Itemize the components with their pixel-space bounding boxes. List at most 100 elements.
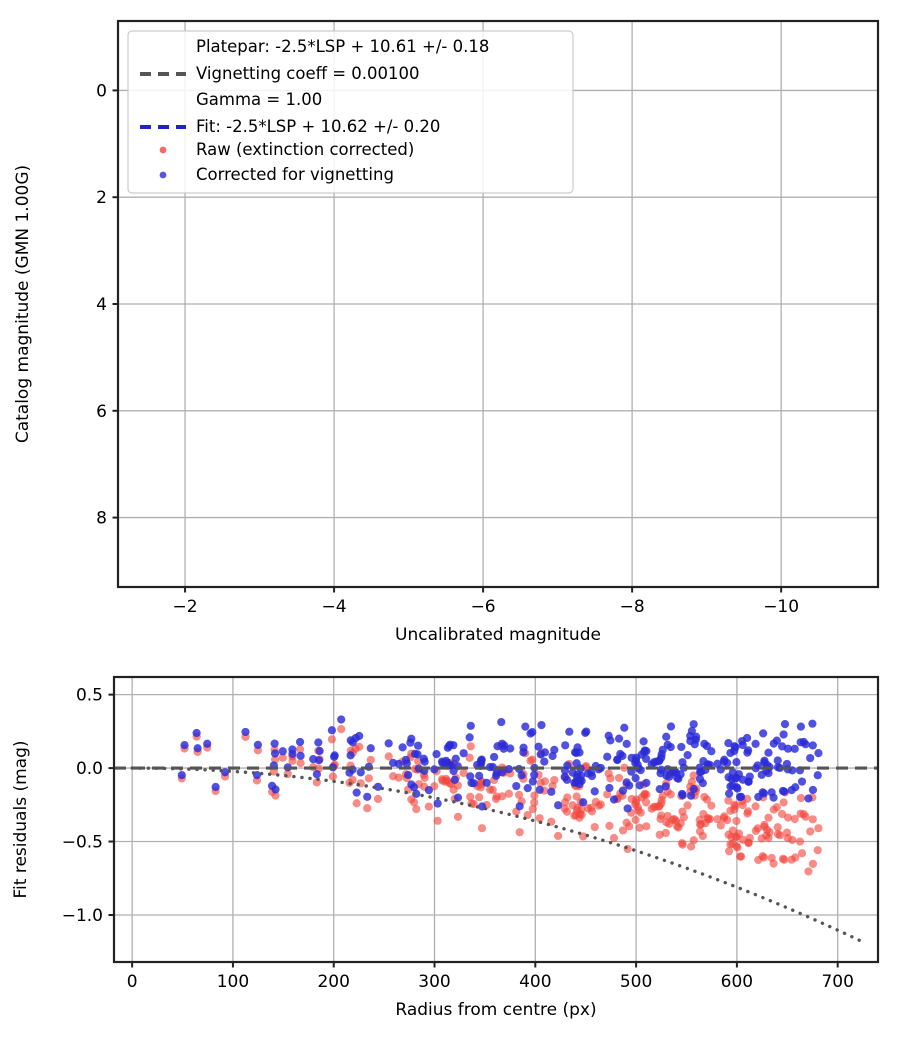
data-point-corrected	[424, 786, 433, 795]
data-point-raw	[327, 735, 337, 744]
data-point-corrected	[590, 787, 599, 796]
data-point-corrected	[764, 748, 773, 757]
data-point-corrected	[671, 768, 681, 777]
data-point-corrected	[724, 739, 733, 748]
legend-item: Platepar: -2.5*LSP + 10.61 +/- 0.18	[196, 37, 489, 56]
data-point-raw	[678, 807, 687, 816]
data-point-raw	[661, 828, 670, 838]
data-point-corrected	[401, 755, 410, 764]
bottom-panel-frame	[112, 675, 880, 964]
data-point-corrected	[613, 755, 622, 764]
data-point-corrected	[777, 742, 787, 751]
legend-item: Vignetting coeff = 0.00100	[140, 64, 420, 83]
y-tick-label: 6	[96, 402, 107, 422]
data-point-corrected	[459, 749, 468, 758]
data-point-corrected	[466, 721, 475, 730]
data-point-corrected	[561, 741, 570, 750]
y-tick-label: −0.5	[62, 833, 103, 853]
data-point-raw	[433, 816, 442, 825]
data-point-corrected	[193, 744, 202, 753]
legend-dot-swatch	[159, 146, 167, 154]
data-point-raw	[466, 742, 475, 751]
data-point-raw	[640, 789, 649, 798]
data-point-raw	[689, 836, 698, 845]
data-point-corrected	[661, 782, 670, 791]
x-tick-label: 400	[519, 972, 551, 992]
data-point-corrected	[642, 778, 651, 787]
data-point-corrected	[220, 768, 230, 777]
data-point-raw	[515, 828, 524, 837]
data-point-corrected	[330, 752, 339, 761]
data-point-corrected	[622, 739, 631, 748]
data-point-corrected	[253, 740, 263, 749]
data-point-corrected	[769, 739, 778, 748]
data-point-corrected	[315, 746, 324, 756]
data-point-raw	[528, 755, 537, 764]
data-point-corrected	[563, 761, 572, 770]
legend-item: Raw (extinction corrected)	[159, 140, 414, 159]
data-point-raw	[804, 867, 813, 876]
data-point-corrected	[450, 775, 459, 784]
data-point-corrected	[640, 746, 649, 755]
data-point-raw	[731, 801, 740, 811]
data-point-raw	[388, 772, 398, 781]
data-point-raw	[295, 745, 305, 754]
data-point-raw	[530, 798, 539, 807]
data-point-corrected	[499, 744, 508, 753]
data-point-raw	[535, 814, 544, 823]
data-point-raw	[769, 805, 778, 814]
data-point-corrected	[554, 801, 563, 810]
legend-item-label: Raw (extinction corrected)	[196, 140, 414, 159]
data-point-corrected	[482, 778, 491, 787]
data-point-raw	[689, 771, 698, 780]
data-point-corrected	[742, 733, 752, 743]
data-point-raw	[678, 840, 687, 849]
data-point-raw	[642, 822, 651, 831]
x-tick-label: 100	[217, 972, 249, 992]
data-point-raw	[642, 798, 651, 807]
data-point-corrected	[356, 768, 365, 777]
x-tick-label: 200	[317, 972, 349, 992]
data-point-raw	[384, 752, 393, 761]
data-point-raw	[337, 725, 346, 734]
data-point-raw	[763, 825, 772, 834]
data-point-raw	[424, 802, 433, 811]
data-point-raw	[296, 759, 305, 768]
data-point-raw	[606, 774, 615, 783]
data-point-corrected	[806, 753, 815, 763]
data-point-corrected	[623, 804, 632, 813]
data-point-corrected	[603, 752, 612, 761]
x-tick-label: 500	[620, 972, 652, 992]
data-point-corrected	[535, 785, 544, 794]
data-point-raw	[702, 795, 712, 804]
data-point-corrected	[523, 784, 532, 793]
data-point-raw	[704, 815, 713, 824]
data-point-corrected	[606, 736, 615, 745]
data-point-raw	[783, 834, 792, 843]
data-point-corrected	[295, 737, 305, 747]
data-point-corrected	[677, 742, 686, 752]
data-point-corrected	[517, 771, 526, 780]
data-point-corrected	[663, 740, 672, 749]
data-point-corrected	[627, 753, 636, 762]
data-point-raw	[695, 827, 705, 836]
data-point-raw	[814, 824, 823, 833]
data-point-corrected	[540, 748, 550, 757]
data-point-corrected	[808, 785, 818, 795]
data-point-corrected	[635, 781, 644, 790]
data-point-corrected	[412, 789, 421, 798]
data-point-corrected	[642, 754, 651, 764]
data-point-corrected	[373, 782, 383, 791]
data-point-corrected	[631, 774, 640, 783]
data-point-raw	[514, 790, 524, 800]
x-tick-label: −6	[471, 597, 496, 617]
x-tick-label: 600	[721, 972, 753, 992]
data-point-raw	[492, 792, 501, 801]
data-point-corrected	[211, 782, 220, 792]
data-point-raw	[790, 814, 799, 824]
data-point-corrected	[451, 754, 460, 763]
data-point-corrected	[363, 792, 372, 801]
data-point-raw	[477, 824, 487, 833]
data-point-raw	[674, 823, 683, 832]
